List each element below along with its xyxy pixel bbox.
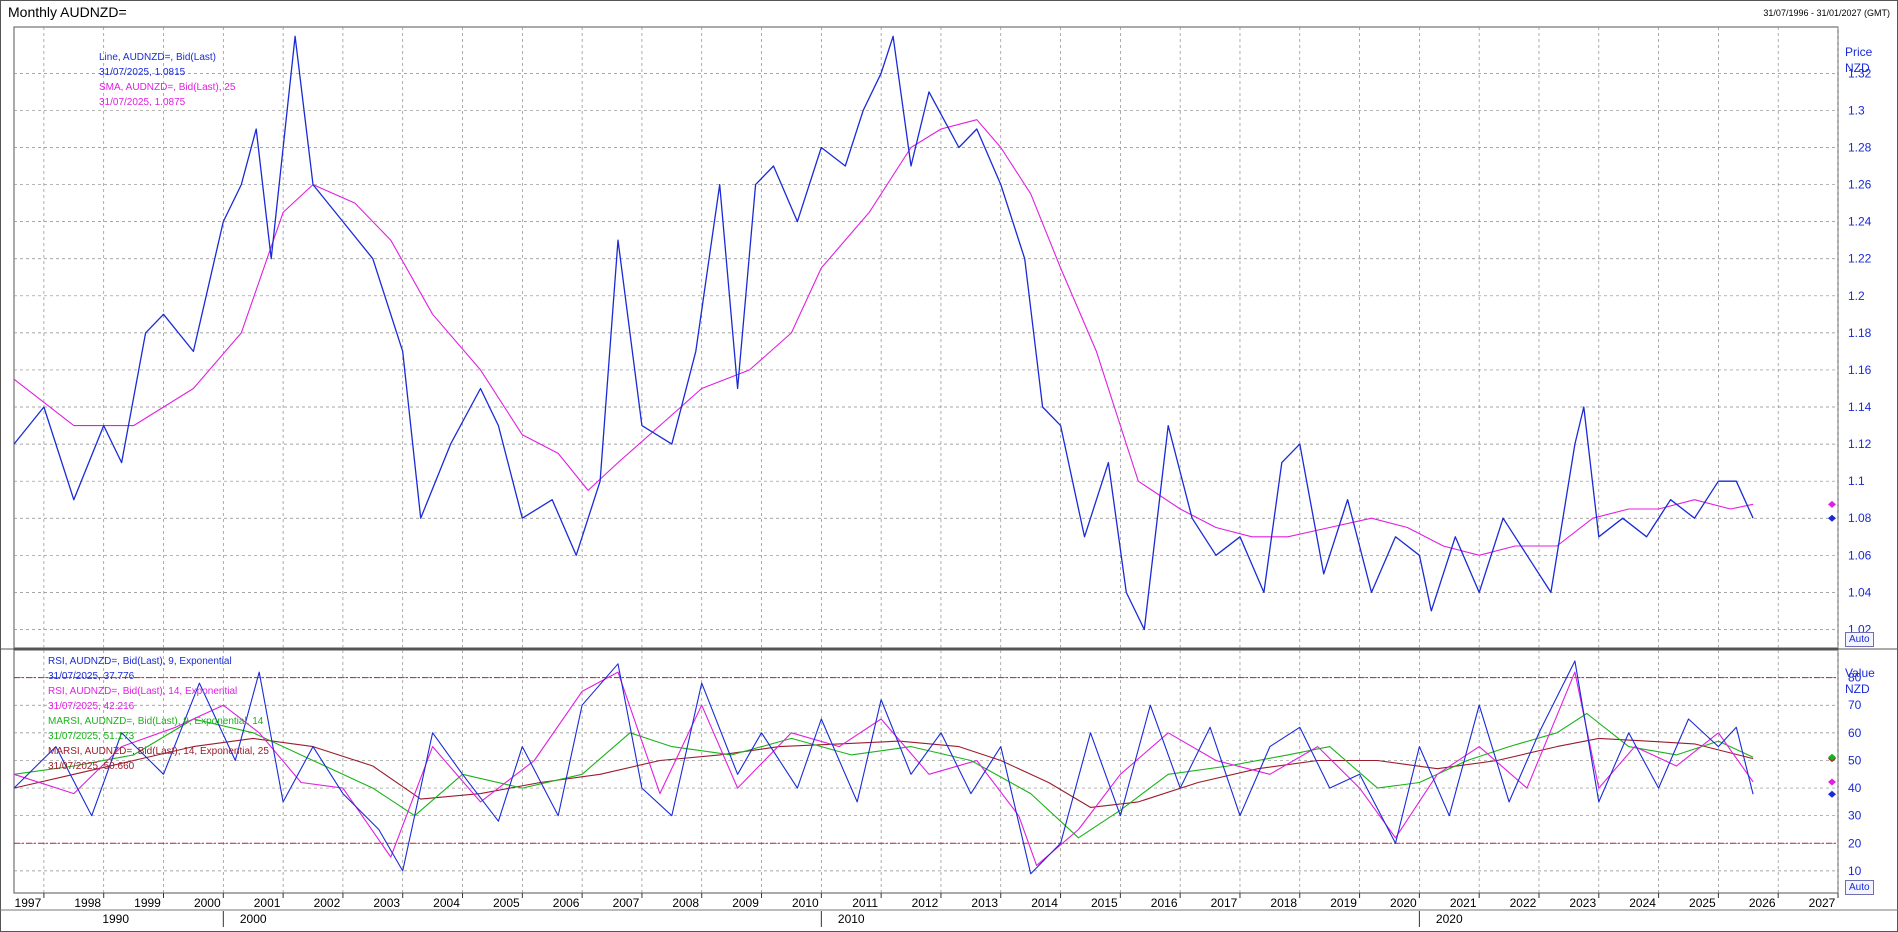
- date-range: 31/07/1996 - 31/01/2027 (GMT): [1763, 8, 1890, 18]
- rsi-axis-title: Value: [1845, 666, 1875, 680]
- x-tick-label-2015: 2015: [1091, 896, 1118, 910]
- price-y-tick-1.04: 1.04: [1848, 585, 1872, 599]
- price-legend-value-1: 31/07/2025, 1.0875: [99, 97, 186, 108]
- price-y-tick-1.28: 1.28: [1848, 140, 1872, 154]
- decade-label-2010: 2010: [838, 912, 865, 926]
- price-axis-title: Price: [1845, 45, 1873, 59]
- x-tick-label-2026: 2026: [1749, 896, 1776, 910]
- rsi-y-tick-60: 60: [1848, 726, 1862, 740]
- rsi-y-tick-30: 30: [1848, 809, 1862, 823]
- price-legend-label-1: SMA, AUDNZD=, Bid(Last), 25: [99, 82, 236, 93]
- x-tick-label-2027: 2027: [1809, 896, 1836, 910]
- rsi-legend-value-2: 31/07/2025, 51.173: [48, 731, 135, 742]
- x-tick-label-1998: 1998: [74, 896, 101, 910]
- price-y-tick-1.2: 1.2: [1848, 289, 1865, 303]
- price-legend-label-0: Line, AUDNZD=, Bid(Last): [99, 52, 216, 63]
- price-line: [13, 35, 1754, 631]
- x-tick-label-2007: 2007: [613, 896, 640, 910]
- price-y-tick-1.18: 1.18: [1848, 326, 1872, 340]
- x-tick-label-2010: 2010: [792, 896, 819, 910]
- x-tick-label-2008: 2008: [672, 896, 699, 910]
- x-tick-label-2022: 2022: [1510, 896, 1537, 910]
- chart-title: Monthly AUDNZD=: [8, 4, 127, 20]
- x-tick-label-2019: 2019: [1330, 896, 1357, 910]
- x-tick-label-1997: 1997: [15, 896, 42, 910]
- x-tick-label-1999: 1999: [134, 896, 161, 910]
- x-tick-label-2016: 2016: [1151, 896, 1178, 910]
- rsi-y-tick-20: 20: [1848, 836, 1862, 850]
- x-tick-label-2000: 2000: [194, 896, 221, 910]
- price-y-tick-1.1: 1.1: [1848, 474, 1865, 488]
- x-tick-label-2013: 2013: [971, 896, 998, 910]
- rsi-y-tick-70: 70: [1848, 698, 1862, 712]
- price-y-tick-1.06: 1.06: [1848, 548, 1872, 562]
- rsi-y-tick-50: 50: [1848, 753, 1862, 767]
- rsi14-line-last-marker: [1828, 778, 1836, 786]
- rsi-legend-label-2: MARSI, AUDNZD=, Bid(Last), 9, Exponentia…: [48, 716, 264, 727]
- marsi9-line-last-marker: [1828, 753, 1836, 761]
- price-y-tick-1.32: 1.32: [1848, 66, 1872, 80]
- decade-label-2020: 2020: [1436, 912, 1463, 926]
- x-tick-label-2005: 2005: [493, 896, 520, 910]
- price-y-tick-1.12: 1.12: [1848, 437, 1872, 451]
- price-y-tick-1.22: 1.22: [1848, 252, 1872, 266]
- rsi-y-tick-10: 10: [1848, 864, 1862, 878]
- rsi9-line-last-marker: [1828, 790, 1836, 798]
- x-tick-label-2009: 2009: [732, 896, 759, 910]
- x-tick-label-2014: 2014: [1031, 896, 1058, 910]
- rsi-auto-button[interactable]: Auto: [1845, 880, 1874, 895]
- rsi-legend-label-3: MARSI, AUDNZD=, Bid(Last), 14, Exponenti…: [48, 746, 269, 757]
- price-auto-button[interactable]: Auto: [1845, 632, 1874, 647]
- x-tick-label-2006: 2006: [553, 896, 580, 910]
- x-tick-label-2021: 2021: [1450, 896, 1477, 910]
- rsi-legend-label-1: RSI, AUDNZD=, Bid(Last), 14, Exponential: [48, 686, 237, 697]
- marsi14-line: [13, 737, 1754, 808]
- x-tick-label-2002: 2002: [314, 896, 341, 910]
- price-legend-value-0: 31/07/2025, 1.0815: [99, 67, 186, 78]
- decade-label-2000: 2000: [240, 912, 267, 926]
- decade-label-1990: 1990: [102, 912, 129, 926]
- x-tick-label-2018: 2018: [1270, 896, 1297, 910]
- price-y-tick-1.24: 1.24: [1848, 215, 1872, 229]
- x-tick-label-2004: 2004: [433, 896, 460, 910]
- price-panel-border: [13, 26, 1839, 649]
- rsi-axis-unit: NZD: [1845, 682, 1870, 696]
- price-y-tick-1.08: 1.08: [1848, 511, 1872, 525]
- x-tick-label-2023: 2023: [1569, 896, 1596, 910]
- rsi-legend-value-1: 31/07/2025, 42.216: [48, 701, 135, 712]
- x-tick-label-2011: 2011: [852, 896, 878, 910]
- rsi14-line: [13, 671, 1754, 866]
- rsi-legend-value-0: 31/07/2025, 37.776: [48, 671, 135, 682]
- rsi9-line: [13, 660, 1754, 875]
- x-tick-label-2012: 2012: [912, 896, 939, 910]
- x-tick-label-2003: 2003: [373, 896, 400, 910]
- price-y-tick-1.3: 1.3: [1848, 103, 1865, 117]
- price-axis-unit: NZD: [1845, 61, 1870, 75]
- price-line-last-marker: [1828, 514, 1836, 522]
- sma-line-last-marker: [1828, 500, 1836, 508]
- rsi-legend-label-0: RSI, AUDNZD=, Bid(Last), 9, Exponential: [48, 656, 232, 667]
- rsi-y-tick-80: 80: [1848, 671, 1862, 685]
- price-y-tick-1.14: 1.14: [1848, 400, 1872, 414]
- x-tick-label-2025: 2025: [1689, 896, 1716, 910]
- x-tick-label-2001: 2001: [254, 896, 281, 910]
- price-y-tick-1.16: 1.16: [1848, 363, 1872, 377]
- rsi-y-tick-40: 40: [1848, 781, 1862, 795]
- rsi-legend-value-3: 31/07/2025, 50.660: [48, 761, 135, 772]
- price-y-tick-1.26: 1.26: [1848, 178, 1872, 192]
- x-tick-label-2024: 2024: [1629, 896, 1656, 910]
- x-tick-label-2017: 2017: [1211, 896, 1238, 910]
- marsi9-line: [13, 712, 1754, 839]
- sma-line: [13, 119, 1754, 556]
- x-tick-label-2020: 2020: [1390, 896, 1417, 910]
